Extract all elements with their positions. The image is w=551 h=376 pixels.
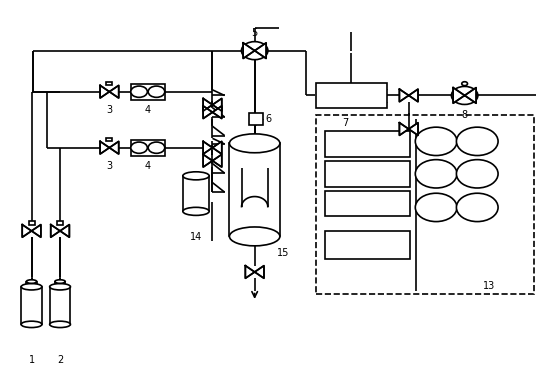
Bar <box>106 82 112 85</box>
Circle shape <box>456 160 498 188</box>
Ellipse shape <box>21 284 42 290</box>
Circle shape <box>451 86 478 105</box>
Circle shape <box>241 42 268 60</box>
Text: 11: 11 <box>361 199 374 209</box>
Text: 3: 3 <box>106 161 112 171</box>
Polygon shape <box>399 123 418 135</box>
Text: 5: 5 <box>252 28 258 38</box>
Ellipse shape <box>55 280 65 284</box>
Circle shape <box>456 193 498 221</box>
Circle shape <box>131 86 147 97</box>
Bar <box>183 176 209 211</box>
Polygon shape <box>51 224 69 237</box>
Polygon shape <box>453 88 476 103</box>
Circle shape <box>415 127 457 156</box>
Circle shape <box>148 86 165 97</box>
Ellipse shape <box>183 207 209 215</box>
Text: 4: 4 <box>145 105 151 115</box>
Text: 9: 9 <box>364 139 370 149</box>
Ellipse shape <box>183 172 209 180</box>
Text: 12: 12 <box>361 240 374 250</box>
Bar <box>21 287 42 324</box>
Bar <box>26 282 37 287</box>
Bar <box>249 113 263 125</box>
Polygon shape <box>203 155 222 167</box>
Text: 15: 15 <box>277 248 289 258</box>
Bar <box>229 143 280 237</box>
Ellipse shape <box>50 284 71 290</box>
Text: 1: 1 <box>29 355 35 365</box>
Circle shape <box>462 82 467 86</box>
Bar <box>131 84 165 100</box>
Ellipse shape <box>50 321 71 327</box>
Bar <box>106 138 112 141</box>
Text: 6: 6 <box>266 114 272 124</box>
Bar <box>325 131 410 157</box>
Polygon shape <box>243 43 266 59</box>
Polygon shape <box>203 141 222 154</box>
Circle shape <box>456 127 498 156</box>
Polygon shape <box>100 141 118 154</box>
Ellipse shape <box>229 227 280 246</box>
Ellipse shape <box>229 134 280 153</box>
Bar <box>325 191 410 216</box>
Bar <box>316 83 387 108</box>
Circle shape <box>131 142 147 153</box>
Bar <box>325 161 410 186</box>
Bar <box>131 140 165 156</box>
Ellipse shape <box>21 321 42 327</box>
Text: 4: 4 <box>145 161 151 171</box>
Text: 8: 8 <box>462 110 468 120</box>
Circle shape <box>415 160 457 188</box>
Polygon shape <box>100 85 118 98</box>
Bar <box>316 115 534 294</box>
Polygon shape <box>203 106 222 118</box>
Polygon shape <box>245 265 264 278</box>
Polygon shape <box>203 99 222 111</box>
Bar <box>29 221 35 224</box>
Ellipse shape <box>26 280 37 284</box>
Circle shape <box>148 142 165 153</box>
Bar <box>50 287 71 324</box>
Text: 10: 10 <box>361 169 374 179</box>
Polygon shape <box>399 89 418 102</box>
Circle shape <box>415 193 457 221</box>
Polygon shape <box>22 224 41 237</box>
Text: 13: 13 <box>483 281 495 291</box>
Text: 2: 2 <box>57 355 63 365</box>
Bar <box>325 231 410 259</box>
Text: 7: 7 <box>343 118 349 129</box>
Text: 3: 3 <box>106 105 112 115</box>
Bar <box>57 221 63 224</box>
Bar <box>55 282 65 287</box>
Text: 14: 14 <box>190 232 202 241</box>
